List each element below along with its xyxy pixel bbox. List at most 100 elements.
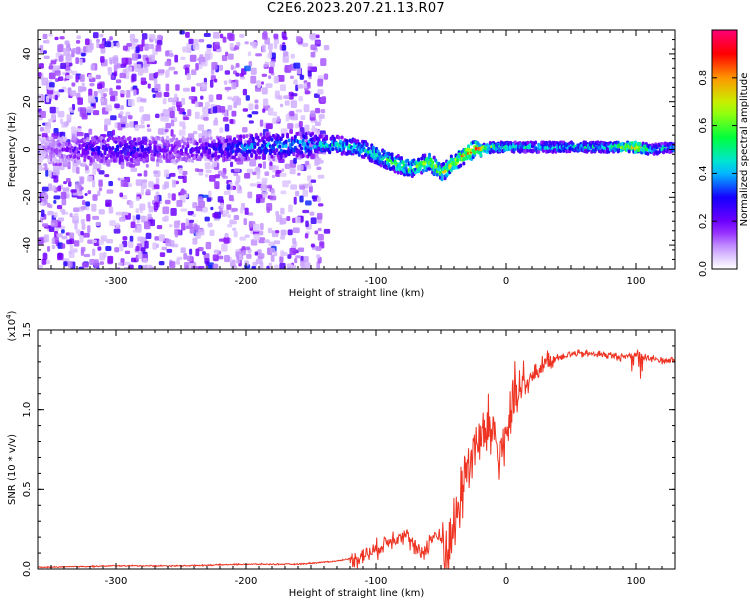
spectral-noise-cell [62, 161, 70, 168]
spectral-noise-cell [175, 84, 180, 91]
spectral-noise-cell [77, 191, 83, 197]
spectral-noise-cell [244, 172, 251, 179]
spectral-noise-cell [212, 263, 219, 269]
spectral-ridge-cell [112, 158, 116, 163]
spectral-noise-cell [173, 97, 177, 101]
spectral-noise-cell [72, 47, 78, 54]
spectral-ridge-cell [148, 139, 152, 144]
spectral-noise-cell [57, 252, 63, 259]
spectral-noise-cell [108, 206, 114, 214]
spectral-noise-cell [81, 82, 85, 87]
spectral-ridge-cell [396, 170, 400, 175]
spectral-noise-cell [115, 222, 120, 228]
bottom-x-tick-label: -300 [105, 576, 128, 587]
spectral-ridge-cell [392, 165, 396, 170]
spectral-noise-cell [321, 96, 327, 104]
spectral-noise-cell [189, 54, 197, 62]
spectral-noise-cell [69, 244, 74, 252]
spectral-noise-cell [243, 218, 248, 226]
spectral-ridge-cell [371, 145, 375, 150]
spectral-ridge-cell [89, 158, 93, 163]
spectral-noise-cell [263, 98, 269, 107]
spectral-noise-cell [216, 94, 223, 100]
spectral-noise-cell [160, 115, 165, 122]
spectral-noise-cell [82, 199, 86, 206]
spectral-noise-cell [98, 179, 103, 187]
spectral-ridge-cell [356, 139, 360, 144]
spectral-noise-cell [223, 236, 230, 244]
spectral-noise-cell [121, 57, 129, 65]
spectral-ridge-cell [429, 157, 433, 162]
spectral-noise-cell [57, 44, 64, 53]
spectral-noise-cell [99, 43, 106, 49]
spectral-noise-cell [94, 259, 99, 267]
spectral-noise-cell [145, 189, 151, 195]
spectral-ridge-cell [452, 165, 456, 170]
spectral-noise-cell [79, 58, 83, 66]
spectral-noise-cell [222, 213, 228, 217]
spectral-noise-cell [152, 242, 157, 250]
spectral-noise-cell [97, 246, 102, 251]
spectral-noise-cell [129, 164, 136, 168]
colorbar-tick-label: 0.6 [698, 118, 709, 134]
spectral-noise-cell [198, 39, 205, 43]
spectral-noise-cell [232, 227, 237, 231]
spectral-ridge-cell [173, 141, 177, 146]
spectral-noise-cell [225, 51, 229, 57]
spectral-noise-cell [153, 170, 159, 174]
spectral-noise-cell [191, 265, 199, 269]
spectral-noise-cell [128, 264, 134, 269]
spectral-noise-cell [213, 43, 219, 50]
spectral-noise-cell [122, 69, 128, 74]
spectral-ridge-cell [53, 158, 57, 163]
top-x-axis-label: Height of straight line (km) [289, 288, 425, 299]
spectral-ridge-cell [140, 144, 144, 149]
snr-series-line [38, 348, 675, 569]
spectral-ridge-cell [459, 163, 463, 168]
spectral-ridge-cell [261, 143, 265, 148]
spectral-noise-cell [260, 184, 268, 192]
spectral-noise-cell [229, 119, 234, 124]
spectral-ridge-cell [100, 158, 104, 163]
spectral-ridge-cell [153, 152, 157, 157]
spectral-noise-cell [254, 104, 259, 110]
spectral-noise-cell [126, 42, 132, 47]
spectral-ridge-cell [284, 144, 288, 149]
spectral-noise-cell [80, 230, 84, 236]
spectral-ridge-cell [245, 133, 249, 138]
spectral-noise-cell [274, 250, 278, 257]
spectral-noise-cell [122, 45, 128, 51]
bottom-y-tick-label: 1.0 [22, 402, 33, 418]
spectral-noise-cell [258, 230, 264, 236]
spectral-noise-cell [54, 70, 61, 76]
spectral-noise-cell [98, 209, 105, 215]
spectral-noise-cell [179, 190, 187, 195]
bottom-y-tick-label: 0.5 [22, 481, 33, 497]
spectral-noise-cell [207, 262, 214, 269]
spectral-noise-cell [87, 225, 91, 233]
spectral-ridge-cell [323, 148, 327, 153]
spectral-ridge-cell [370, 158, 374, 163]
spectral-noise-cell [201, 130, 209, 138]
spectral-noise-cell [244, 207, 249, 215]
spectral-ridge-cell [108, 136, 112, 141]
spectral-ridge-cell [83, 138, 87, 143]
spectral-noise-cell [75, 40, 81, 44]
spectral-ridge-cell [304, 135, 308, 140]
spectral-noise-cell [267, 43, 273, 50]
spectral-noise-cell [256, 194, 263, 199]
spectral-noise-cell [318, 114, 325, 119]
spectral-noise-cell [144, 43, 149, 51]
spectral-noise-cell [213, 249, 220, 254]
spectral-ridge-cell [404, 163, 408, 168]
spectral-ridge-cell [136, 147, 140, 152]
spectral-noise-cell [155, 44, 162, 52]
spectral-noise-cell [169, 261, 176, 269]
spectral-noise-cell [297, 164, 304, 171]
spectral-noise-cell [308, 185, 313, 193]
spectral-noise-cell [124, 212, 129, 216]
spectral-noise-cell [157, 128, 164, 135]
spectral-noise-cell [162, 206, 170, 215]
spectral-noise-cell [54, 94, 58, 101]
spectral-ridge-cell [73, 150, 77, 155]
